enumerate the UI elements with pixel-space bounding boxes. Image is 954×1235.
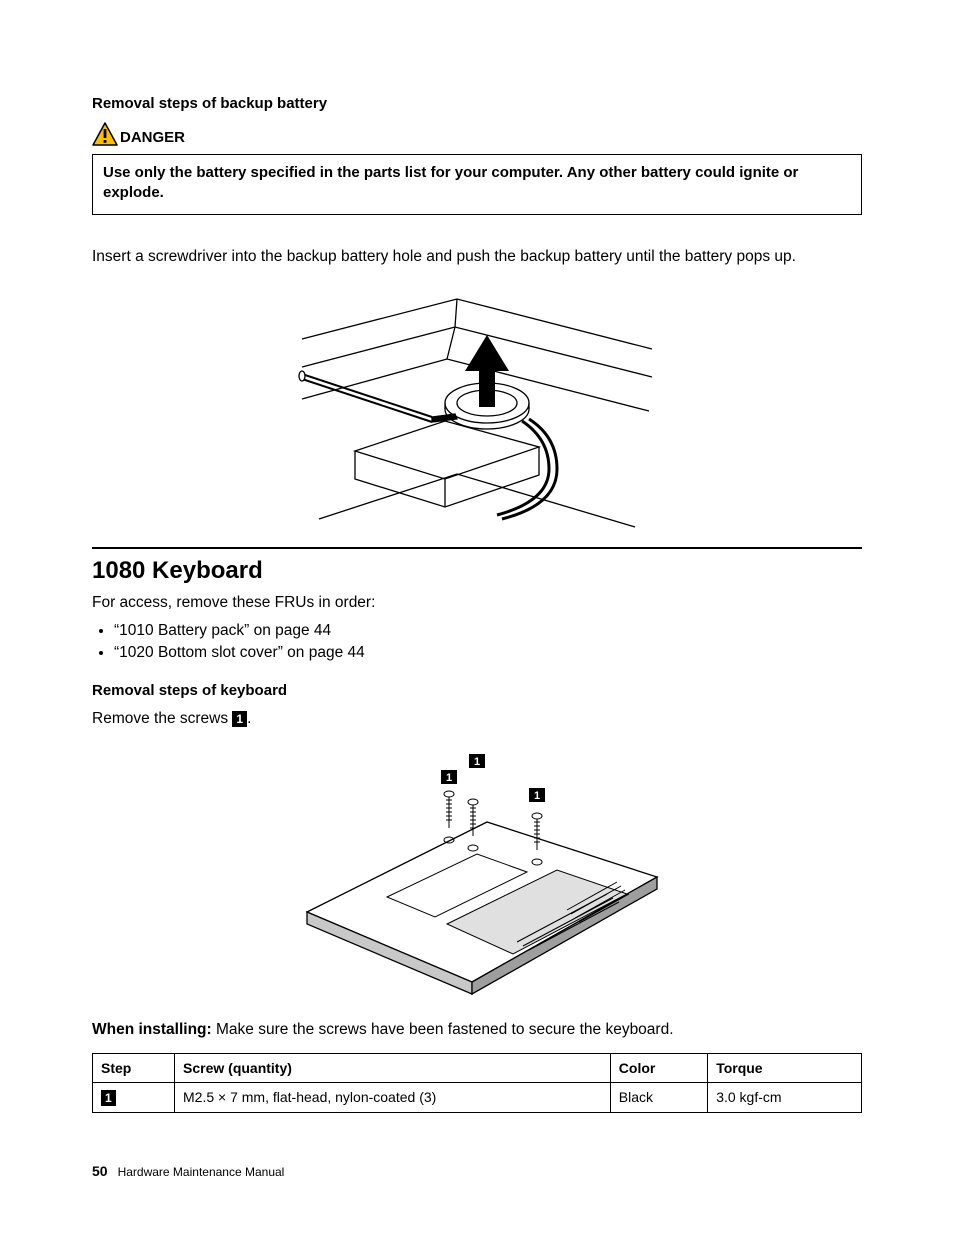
table-row: 1 M2.5 × 7 mm, flat-head, nylon-coated (… — [93, 1082, 862, 1112]
danger-row: DANGER — [92, 122, 862, 146]
fru-item: “1020 Bottom slot cover” on page 44 — [114, 642, 862, 664]
keyboard-removal-heading: Removal steps of keyboard — [92, 682, 862, 699]
danger-label: DANGER — [120, 129, 185, 146]
installing-lead: When installing: — [92, 1021, 216, 1038]
td-color: Black — [610, 1082, 707, 1112]
remove-screws-prefix: Remove the screws — [92, 710, 232, 727]
backup-battery-figure — [92, 279, 862, 529]
backup-instruction: Insert a screwdriver into the backup bat… — [92, 247, 862, 268]
warning-icon — [92, 122, 118, 146]
td-step: 1 — [93, 1082, 175, 1112]
page-number: 50 — [92, 1163, 108, 1179]
fru-list: “1010 Battery pack” on page 44 “1020 Bot… — [92, 620, 862, 663]
th-torque: Torque — [708, 1053, 862, 1082]
manual-page: Removal steps of backup battery DANGER U… — [0, 0, 954, 1235]
figure-badge: 1 — [446, 772, 452, 784]
remove-screws-text: Remove the screws 1. — [92, 709, 862, 730]
figure-badge: 1 — [534, 790, 540, 802]
screw-table: Step Screw (quantity) Color Torque 1 M2.… — [92, 1053, 862, 1113]
screw-step-badge: 1 — [232, 711, 247, 727]
backup-heading: Removal steps of backup battery — [92, 95, 862, 112]
keyboard-title: 1080 Keyboard — [92, 557, 862, 585]
keyboard-figure: 1 1 1 — [92, 742, 862, 1002]
figure-badge: 1 — [474, 756, 480, 768]
footer-title: Hardware Maintenance Manual — [118, 1165, 285, 1179]
installing-note: When installing: Make sure the screws ha… — [92, 1020, 862, 1041]
th-step: Step — [93, 1053, 175, 1082]
td-torque: 3.0 kgf-cm — [708, 1082, 862, 1112]
section-rule — [92, 547, 862, 549]
td-screw: M2.5 × 7 mm, flat-head, nylon-coated (3) — [175, 1082, 611, 1112]
keyboard-intro: For access, remove these FRUs in order: — [92, 593, 862, 614]
danger-box: Use only the battery specified in the pa… — [92, 154, 862, 215]
remove-screws-suffix: . — [247, 710, 251, 727]
installing-text: Make sure the screws have been fastened … — [216, 1021, 674, 1038]
fru-item: “1010 Battery pack” on page 44 — [114, 620, 862, 642]
page-footer: 50 Hardware Maintenance Manual — [92, 1163, 284, 1179]
step-badge: 1 — [101, 1090, 116, 1106]
th-screw: Screw (quantity) — [175, 1053, 611, 1082]
th-color: Color — [610, 1053, 707, 1082]
table-header-row: Step Screw (quantity) Color Torque — [93, 1053, 862, 1082]
